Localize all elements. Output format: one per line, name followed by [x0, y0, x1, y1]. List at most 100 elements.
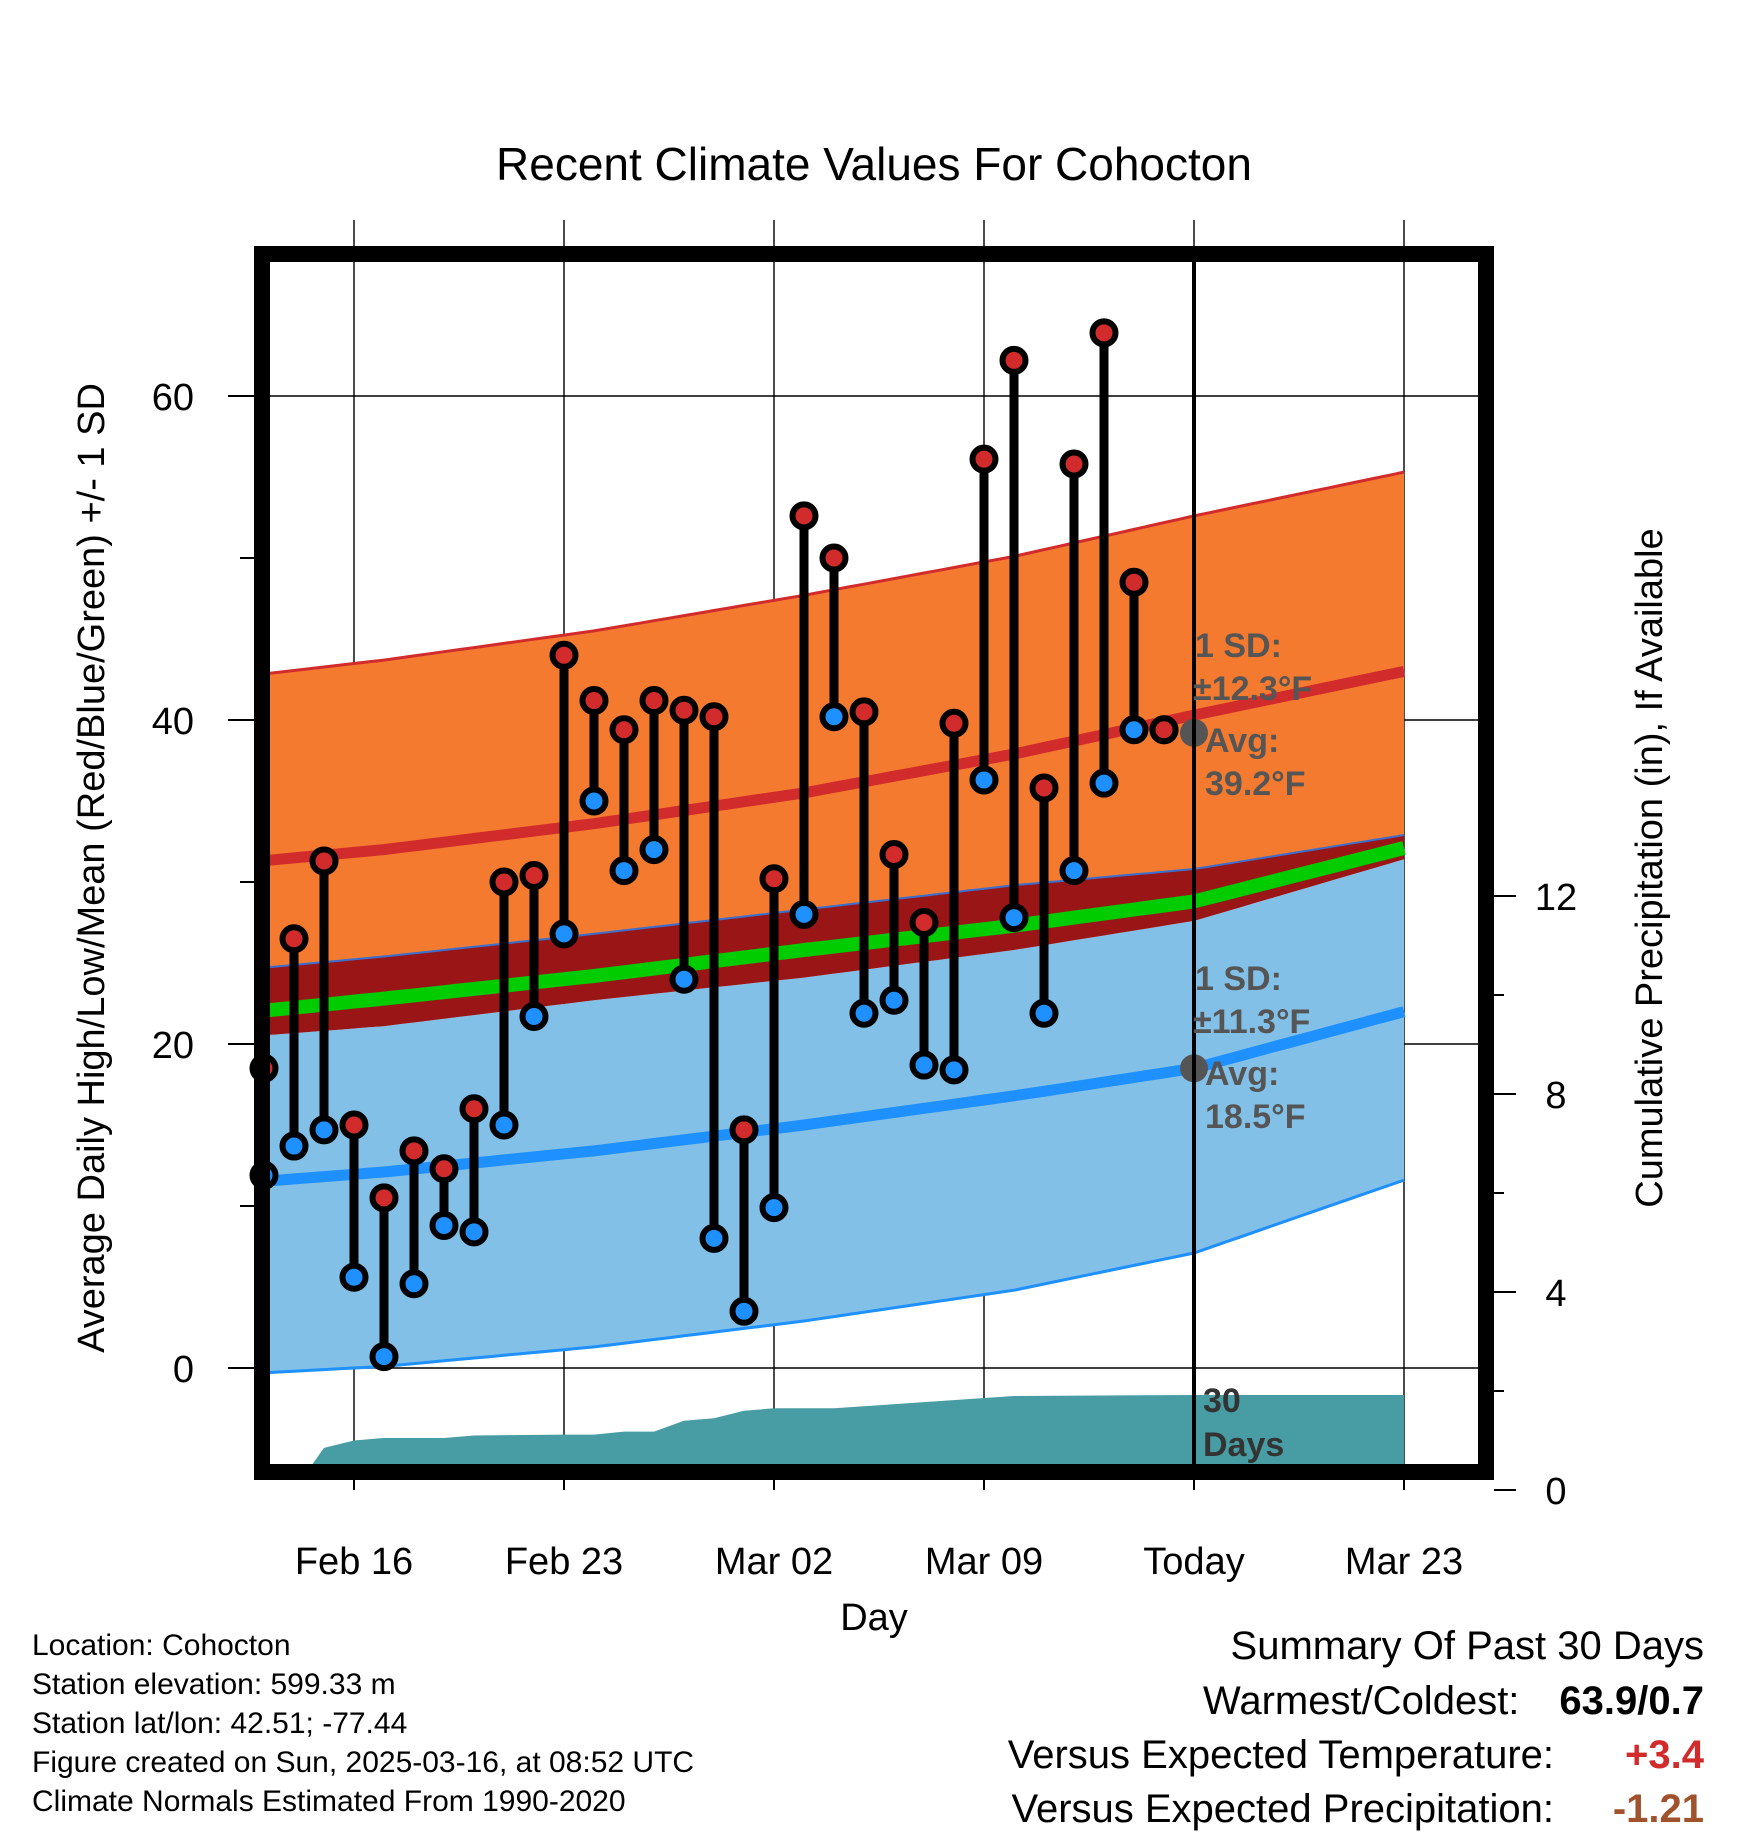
x-tick-label: Today: [1143, 1541, 1244, 1583]
warm-cold-value: 63.9/0.7: [1559, 1679, 1704, 1723]
annotations: 1 SD: ±12.3°F Avg: 39.2°F 1 SD: ±11.3°F …: [1193, 627, 1312, 1464]
obs-high-point: [429, 1154, 459, 1184]
obs-high-point: [1029, 773, 1059, 803]
obs-low-point: [879, 985, 909, 1015]
low-sd-label: 1 SD:: [1195, 960, 1282, 998]
temp-value: +3.4: [1625, 1733, 1704, 1777]
precip-value: -1.21: [1612, 1787, 1704, 1831]
obs-high-point: [729, 1115, 759, 1145]
obs-low-point: [669, 964, 699, 994]
x-tick-label: Mar 09: [925, 1541, 1043, 1583]
obs-high-point: [1089, 318, 1119, 348]
normal-bands: [262, 470, 1406, 1375]
obs-high-point: [999, 345, 1029, 375]
x-axis-label: Day: [840, 1597, 908, 1639]
temp-label: Versus Expected Temperature:: [1007, 1733, 1554, 1777]
x-tick-label: Mar 23: [1345, 1541, 1463, 1583]
high-normal-line: [262, 666, 1406, 867]
high-avg-value: 39.2°F: [1205, 765, 1306, 803]
high-sd-value: ±12.3°F: [1193, 670, 1312, 708]
obs-low-point: [819, 702, 849, 732]
obs-high-point: [489, 867, 519, 897]
station-info: Location: Cohocton Station elevation: 59…: [32, 1626, 694, 1821]
y2-tick-label: 4: [1545, 1273, 1566, 1315]
info-elevation: Station elevation: 599.33 m: [32, 1668, 396, 1701]
chart-title: Recent Climate Values For Cohocton: [496, 138, 1252, 190]
y2-tick-label: 12: [1535, 877, 1577, 919]
obs-low-point: [1089, 768, 1119, 798]
low-sd-value: ±11.3°F: [1193, 1003, 1310, 1041]
obs-high-point: [879, 839, 909, 869]
obs-low-point: [399, 1269, 429, 1299]
obs-high-point: [849, 697, 879, 727]
obs-low-point: [549, 919, 579, 949]
obs-low-point: [1059, 856, 1089, 886]
y-tick-label: 20: [152, 1025, 194, 1067]
precip-area: [306, 1395, 1404, 1472]
period-unit: Days: [1203, 1426, 1284, 1464]
warm-cold-label: Warmest/Coldest:: [1203, 1679, 1520, 1723]
obs-high-point: [669, 695, 699, 725]
obs-low-point: [999, 903, 1029, 933]
precip-label: Versus Expected Precipitation:: [1011, 1787, 1554, 1831]
obs-high-point: [579, 686, 609, 716]
obs-high-point: [789, 501, 819, 531]
obs-low-point: [729, 1296, 759, 1326]
obs-low-point: [309, 1115, 339, 1145]
obs-low-point: [1029, 998, 1059, 1028]
high-sd-upper-line: [262, 470, 1405, 676]
obs-low-point: [759, 1193, 789, 1223]
obs-high-point: [699, 702, 729, 732]
y-axis-right: 0 4 8 12: [1494, 877, 1577, 1513]
obs-high-point: [549, 640, 579, 670]
obs-high-point: [609, 715, 639, 745]
obs-high-point: [309, 846, 339, 876]
obs-low-point: [1119, 715, 1149, 745]
obs-high-point: [339, 1110, 369, 1140]
obs-high-point: [759, 864, 789, 894]
obs-high-point: [1059, 449, 1089, 479]
low-avg-value: 18.5°F: [1205, 1098, 1306, 1136]
obs-high-point: [369, 1183, 399, 1213]
summary-panel: Summary Of Past 30 Days Warmest/Coldest:…: [804, 1618, 1704, 1836]
obs-high-point: [1149, 715, 1179, 745]
period-number: 30: [1203, 1382, 1241, 1420]
y-tick-label: 40: [152, 701, 194, 743]
high-avg-label: Avg:: [1205, 722, 1279, 760]
info-latlon: Station lat/lon: 42.51; -77.44: [32, 1707, 408, 1740]
obs-high-point: [1119, 567, 1149, 597]
x-tick-label: Feb 16: [295, 1541, 413, 1583]
mean-normal-line: [262, 841, 1406, 1018]
obs-low-point: [939, 1055, 969, 1085]
obs-high-point: [909, 908, 939, 937]
obs-low-point: [609, 856, 639, 886]
obs-low-point: [849, 998, 879, 1028]
info-created: Figure created on Sun, 2025-03-16, at 08…: [32, 1746, 695, 1779]
summary-temp-row: Versus Expected Temperature: +3.4: [804, 1728, 1704, 1782]
y-tick-label: 0: [173, 1349, 194, 1391]
obs-high-point: [519, 861, 549, 891]
low-avg-label: Avg:: [1205, 1055, 1279, 1093]
obs-high-point: [279, 924, 309, 954]
obs-high-point: [639, 686, 669, 716]
summary-warm-cold-row: Warmest/Coldest: 63.9/0.7: [804, 1674, 1704, 1728]
y2-tick-label: 8: [1545, 1075, 1566, 1117]
obs-low-point: [339, 1262, 369, 1292]
obs-high-point: [459, 1094, 489, 1124]
obs-low-point: [579, 786, 609, 816]
precip-area-group: [306, 1395, 1404, 1472]
obs-high-point: [399, 1136, 429, 1166]
obs-low-point: [459, 1217, 489, 1247]
summary-title: Summary Of Past 30 Days: [1230, 1624, 1704, 1668]
obs-low-point: [519, 1001, 549, 1031]
y-tick-label: 60: [152, 377, 194, 419]
obs-high-point: [819, 543, 849, 573]
high-sd-label: 1 SD:: [1195, 627, 1282, 665]
obs-low-point: [429, 1210, 459, 1240]
y2-axis-label: Cumulative Precipitation (in), If Availa…: [1629, 528, 1671, 1207]
x-tick-label: Mar 02: [715, 1541, 833, 1583]
y-axis-label: Average Daily High/Low/Mean (Red/Blue/Gr…: [71, 383, 113, 1353]
obs-low-point: [489, 1110, 519, 1140]
obs-low-point: [969, 765, 999, 795]
